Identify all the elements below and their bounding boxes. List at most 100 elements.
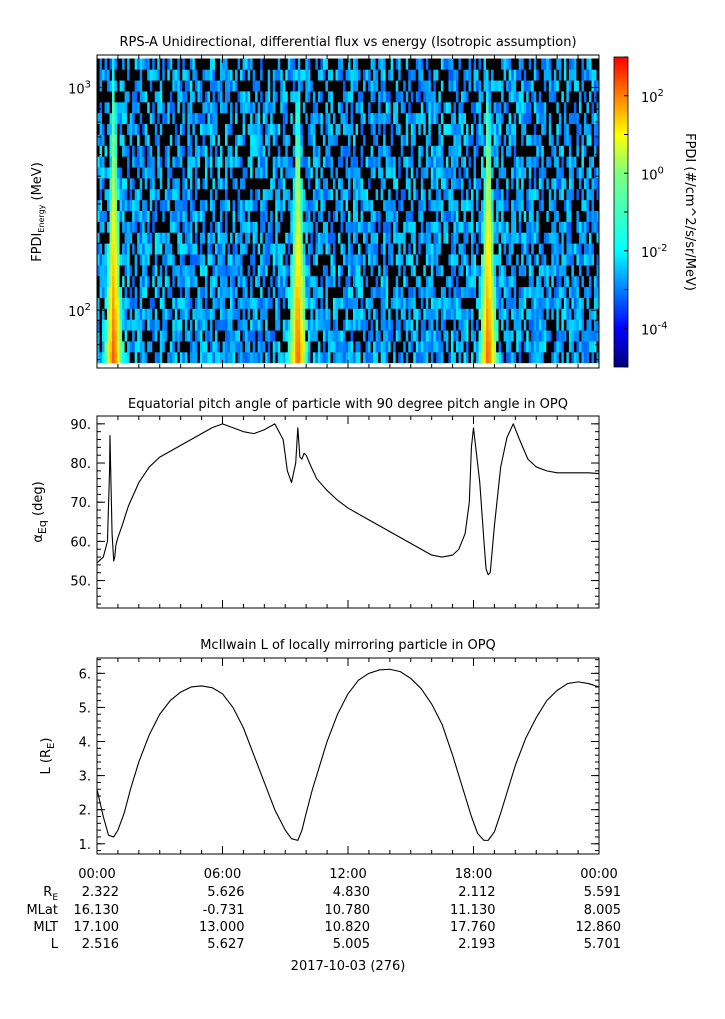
heatmap-cell — [430, 178, 434, 190]
heatmap-cell — [327, 80, 331, 92]
heatmap-cell — [247, 232, 251, 244]
heatmap-cell — [405, 101, 409, 114]
heatmap-cell — [388, 80, 391, 92]
heatmap-cell — [217, 232, 221, 244]
heatmap-cell — [383, 91, 386, 103]
heatmap-cell — [445, 91, 449, 103]
heatmap-cell — [327, 297, 331, 309]
heatmap-cell — [290, 254, 294, 266]
heatmap-cell — [465, 156, 469, 168]
heatmap-cell — [465, 112, 469, 125]
heatmap-cell — [378, 330, 381, 342]
heatmap-cell — [370, 101, 374, 114]
heatmap-cell — [373, 232, 376, 244]
heatmap-cell — [398, 330, 402, 342]
heatmap-cell — [438, 145, 442, 157]
heatmap-cell — [187, 286, 191, 298]
heatmap-cell — [272, 188, 276, 201]
heatmap-cell — [214, 91, 218, 103]
heatmap-cell — [523, 91, 527, 103]
heatmap-cell — [516, 232, 519, 244]
heatmap-cell — [179, 232, 183, 244]
heatmap-cell — [174, 123, 178, 135]
heatmap-cell — [455, 254, 459, 266]
heatmap-cell — [418, 199, 422, 211]
heatmap-cell — [297, 101, 301, 114]
heatmap-cell — [207, 112, 211, 125]
heatmap-cell — [292, 112, 296, 125]
heatmap-cell — [428, 156, 432, 168]
heatmap-cell — [119, 178, 123, 190]
heatmap-cell — [219, 297, 223, 309]
heatmap-cell — [403, 178, 407, 190]
heatmap-cell — [453, 341, 457, 353]
heatmap-cell — [317, 351, 321, 364]
heatmap-cell — [440, 123, 444, 135]
heatmap-cell — [247, 101, 251, 114]
heatmap-cell — [443, 145, 447, 157]
heatmap-cell — [330, 145, 334, 157]
heatmap-cell — [209, 188, 213, 201]
heatmap-cell — [142, 351, 145, 364]
heatmap-cell — [114, 123, 118, 135]
heatmap-cell — [526, 69, 530, 81]
heatmap-cell — [543, 341, 547, 353]
heatmap-cell — [533, 145, 537, 157]
heatmap-cell — [235, 188, 238, 201]
heatmap-cell — [455, 112, 459, 125]
heatmap-cell — [526, 167, 530, 179]
heatmap-cell — [212, 232, 216, 244]
heatmap-cell — [255, 341, 258, 353]
heatmap-cell — [99, 80, 103, 92]
heatmap-cell — [516, 145, 519, 157]
heatmap-cell — [222, 286, 226, 298]
heatmap-cell — [423, 232, 427, 244]
heatmap-cell — [97, 265, 100, 277]
heatmap-cell — [350, 210, 354, 222]
heatmap-cell — [337, 265, 341, 277]
heatmap-cell — [132, 341, 135, 353]
heatmap-cell — [538, 69, 542, 81]
heatmap-cell — [315, 134, 319, 146]
heatmap-cell — [330, 123, 334, 135]
heatmap-cell — [225, 178, 228, 190]
heatmap-cell — [179, 254, 183, 266]
heatmap-cell — [335, 80, 339, 92]
heatmap-cell — [102, 297, 105, 309]
heatmap-cell — [385, 341, 389, 353]
heatmap-cell — [272, 199, 276, 211]
heatmap-cell — [320, 178, 324, 190]
heatmap-cell — [277, 91, 281, 103]
heatmap-cell — [388, 319, 391, 331]
heatmap-cell — [267, 297, 271, 309]
heatmap-cell — [285, 330, 289, 342]
heatmap-cell — [536, 91, 540, 103]
heatmap-cell — [398, 297, 402, 309]
heatmap-cell — [255, 221, 258, 233]
heatmap-cell — [375, 199, 379, 211]
heatmap-cell — [440, 275, 444, 288]
heatmap-cell — [320, 188, 324, 201]
heatmap-cell — [413, 297, 417, 309]
heatmap-cell — [117, 286, 120, 298]
heatmap-cell — [209, 69, 213, 81]
heatmap-cell — [222, 275, 226, 288]
heatmap-cell — [415, 80, 419, 92]
heatmap-cell — [230, 232, 233, 244]
heatmap-cell — [526, 319, 530, 331]
heatmap-cell — [242, 134, 246, 146]
heatmap-cell — [287, 134, 291, 146]
heatmap-cell — [129, 69, 133, 81]
heatmap-cell — [317, 308, 321, 320]
heatmap-cell — [147, 243, 151, 255]
heatmap-cell — [337, 221, 341, 233]
heatmap-cell — [435, 351, 439, 364]
heatmap-cell — [270, 341, 273, 353]
heatmap-cell — [117, 156, 120, 168]
heatmap-cell — [260, 91, 263, 103]
heatmap-cell — [235, 156, 238, 168]
heatmap-cell — [102, 243, 105, 255]
heatmap-cell — [177, 199, 181, 211]
heatmap-cell — [122, 286, 125, 298]
heatmap-cell — [97, 254, 100, 266]
